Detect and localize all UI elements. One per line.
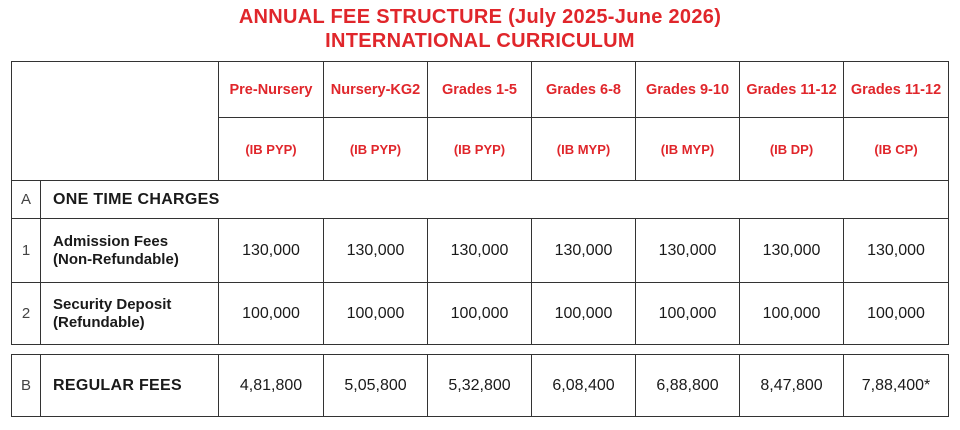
curriculum-label: (IB CP) <box>843 117 949 181</box>
grade-header-row: Pre-Nursery Nursery-KG2 Grades 1-5 Grade… <box>11 61 949 181</box>
corner-cell <box>11 61 219 181</box>
section-label: ONE TIME CHARGES <box>40 180 949 219</box>
regular-fee-value: 5,32,800 <box>427 354 532 417</box>
curriculum-label: (IB MYP) <box>635 117 740 181</box>
regular-fee-value: 5,05,800 <box>323 354 428 417</box>
fee-value: 130,000 <box>218 218 324 283</box>
regular-fee-value: 4,81,800 <box>218 354 324 417</box>
regular-fee-value: 6,88,800 <box>635 354 740 417</box>
fee-structure-title: ANNUAL FEE STRUCTURE (July 2025-June 202… <box>238 6 722 28</box>
row-label-line: Admission Fees <box>53 232 169 250</box>
regular-fees-table: B REGULAR FEES 4,81,800 5,05,800 5,32,80… <box>11 354 949 417</box>
row-index: 1 <box>11 218 41 283</box>
section-index: A <box>11 180 41 219</box>
table-row: 1 Admission Fees (Non-Refundable) 130,00… <box>11 218 949 283</box>
curriculum-label: (IB PYP) <box>323 117 428 181</box>
grade-header: Grades 11-12 <box>739 61 844 118</box>
row-index: 2 <box>11 282 41 345</box>
grade-header: Grades 1-5 <box>427 61 532 118</box>
section-index: B <box>11 354 41 417</box>
regular-fee-value: 8,47,800 <box>739 354 844 417</box>
fee-value: 130,000 <box>427 218 532 283</box>
curriculum-header-row: (IB PYP) (IB PYP) (IB PYP) (IB MYP) (IB … <box>12 117 949 181</box>
curriculum-label: (IB MYP) <box>531 117 636 181</box>
grade-header: Grades 9-10 <box>635 61 740 118</box>
section-label: REGULAR FEES <box>40 354 219 417</box>
fee-value: 100,000 <box>843 282 949 345</box>
fee-value: 100,000 <box>323 282 428 345</box>
fee-value: 130,000 <box>635 218 740 283</box>
grade-header: Pre-Nursery <box>218 61 324 118</box>
curriculum-label: (IB PYP) <box>218 117 324 181</box>
regular-fee-value: 6,08,400 <box>531 354 636 417</box>
fee-value: 100,000 <box>635 282 740 345</box>
curriculum-label: (IB PYP) <box>427 117 532 181</box>
fee-table: Pre-Nursery Nursery-KG2 Grades 1-5 Grade… <box>11 61 949 345</box>
regular-fee-value: 7,88,400* <box>843 354 949 417</box>
curriculum-subtitle: INTERNATIONAL CURRICULUM <box>325 30 635 52</box>
curriculum-label: (IB DP) <box>739 117 844 181</box>
table-row: 2 Security Deposit (Refundable) 100,000 … <box>11 282 949 345</box>
fee-value: 130,000 <box>843 218 949 283</box>
row-label-note: (Refundable) <box>53 313 145 331</box>
row-label: Admission Fees (Non-Refundable) <box>40 218 219 283</box>
fee-value: 130,000 <box>323 218 428 283</box>
row-label: Security Deposit (Refundable) <box>40 282 219 345</box>
section-a-row: A ONE TIME CHARGES <box>11 180 949 219</box>
row-label-note: (Non-Refundable) <box>53 250 179 268</box>
fee-value: 130,000 <box>531 218 636 283</box>
grade-header: Grades 11-12 <box>843 61 949 118</box>
fee-value: 100,000 <box>739 282 844 345</box>
fee-value: 100,000 <box>427 282 532 345</box>
fee-value: 130,000 <box>739 218 844 283</box>
row-label-line: Security Deposit <box>53 295 172 313</box>
fee-value: 100,000 <box>531 282 636 345</box>
section-b-row: B REGULAR FEES 4,81,800 5,05,800 5,32,80… <box>11 354 949 417</box>
fee-value: 100,000 <box>218 282 324 345</box>
grade-header: Grades 6-8 <box>531 61 636 118</box>
grade-header: Nursery-KG2 <box>323 61 428 118</box>
